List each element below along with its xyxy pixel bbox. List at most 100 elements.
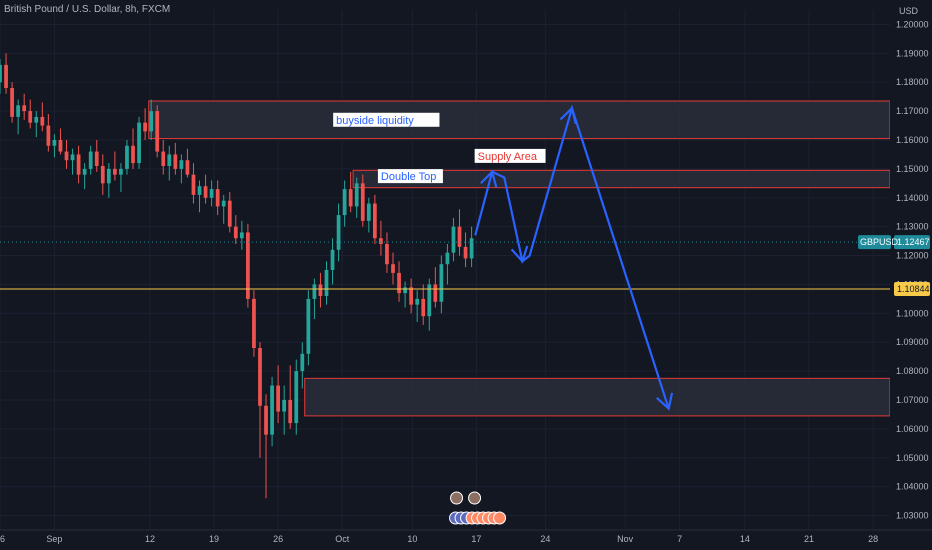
double-top-label[interactable]: Double Top (377, 169, 443, 184)
candle-body (70, 154, 75, 161)
chart-title: British Pound / U.S. Dollar, 8h, FXCM (4, 4, 171, 15)
candle-body (28, 111, 33, 123)
candle (215, 180, 220, 216)
candle (306, 290, 311, 366)
candle-body (246, 232, 250, 299)
candle-body (119, 168, 123, 175)
candle-body (288, 400, 293, 424)
y-tick-label: 1.04000 (896, 482, 929, 492)
candle (58, 128, 63, 155)
demand-zone[interactable] (304, 377, 891, 417)
candle-body (300, 353, 305, 372)
price-axis-bg (890, 0, 932, 550)
x-tick-label: 28 (868, 534, 878, 544)
candle-body (113, 168, 117, 175)
candle-body (439, 264, 444, 302)
event-flag-icon[interactable] (493, 511, 507, 525)
candle (439, 255, 444, 314)
candle (264, 394, 268, 499)
candle-body (239, 232, 244, 239)
candle-body (433, 284, 438, 302)
candle-body (52, 140, 57, 146)
candle-body (276, 385, 280, 412)
candle (173, 142, 178, 175)
candle-body (469, 238, 474, 259)
candle-body (421, 298, 426, 317)
candle-body (94, 151, 99, 166)
candle-body (348, 189, 353, 207)
candle-body (203, 186, 208, 198)
candle-body (354, 183, 359, 207)
candle (409, 278, 414, 314)
candle (421, 284, 426, 325)
candle-body (342, 189, 347, 216)
candle-body (252, 298, 256, 348)
x-tick-label: Oct (335, 534, 350, 544)
candle-body (312, 284, 317, 299)
candle (397, 261, 401, 302)
price-tag-bg (894, 235, 930, 250)
grid (0, 10, 890, 530)
buyside-liquidity-label[interactable]: buyside liquidity (333, 112, 440, 127)
candle-body (264, 405, 268, 435)
candle (330, 238, 335, 285)
candle (143, 108, 147, 140)
candle (445, 244, 450, 285)
candle (64, 140, 69, 169)
x-tick-label: 12 (145, 534, 155, 544)
candle-body (270, 385, 274, 435)
level-line-tag: 1.10844 (894, 281, 930, 296)
candle (221, 194, 226, 224)
time-axis[interactable]: 26 Sep 12 19 26 Oct 10 17 24 Nov 7 14 21 28 (0, 529, 932, 544)
candle (16, 99, 21, 135)
supply-area-label-text: Supply Area (478, 151, 538, 163)
buyside-liquidity-label-bg (333, 112, 440, 127)
double-top-label-bg (377, 169, 443, 184)
price-tag-bg (894, 281, 930, 296)
candle-body (336, 215, 341, 250)
candle (239, 220, 244, 250)
candle (354, 177, 359, 218)
candle-body (457, 226, 462, 247)
x-tick-label: 7 (677, 534, 682, 544)
event-flag-icon[interactable] (468, 491, 482, 505)
candle-body (143, 122, 147, 132)
y-tick-label: 1.08000 (896, 366, 929, 376)
y-tick-label: 1.03000 (896, 511, 929, 521)
candle-body (100, 166, 105, 184)
buyside-liquidity-zone[interactable] (148, 100, 891, 140)
event-flag-icon[interactable] (450, 491, 464, 505)
economic-events[interactable] (449, 491, 507, 525)
candle (469, 226, 474, 268)
arrowhead-up-1 (480, 169, 498, 188)
y-tick-label: 1.09000 (896, 337, 929, 347)
candle-body (209, 189, 214, 198)
candle (119, 163, 123, 192)
y-tick-label: 1.15000 (896, 164, 929, 174)
candle (155, 105, 160, 158)
candle-body (173, 154, 178, 169)
candle (4, 53, 8, 94)
candle-body (58, 140, 63, 152)
candle (312, 278, 317, 320)
x-tick-label: 26 (0, 534, 5, 544)
forecast-arrows (474, 104, 674, 411)
symbol-tag-bg (858, 235, 891, 250)
candle (415, 290, 420, 322)
candle (88, 145, 93, 175)
candle (366, 197, 371, 233)
candle (197, 180, 202, 213)
price-tag-value: 1.12467 (897, 237, 930, 247)
candle (233, 215, 238, 244)
arrowhead-down-1 (510, 245, 529, 264)
candle-body (379, 238, 383, 244)
price-axis[interactable]: USD 1.20000 1.19000 1.18000 1.17000 1.16000 1.… (858, 0, 932, 550)
y-tick-label: 1.13000 (896, 222, 929, 232)
candle (40, 102, 45, 132)
supply-area-label[interactable]: Supply Area (474, 148, 546, 163)
candle (82, 163, 87, 190)
candle-body (179, 160, 184, 169)
candle-body (149, 111, 154, 132)
